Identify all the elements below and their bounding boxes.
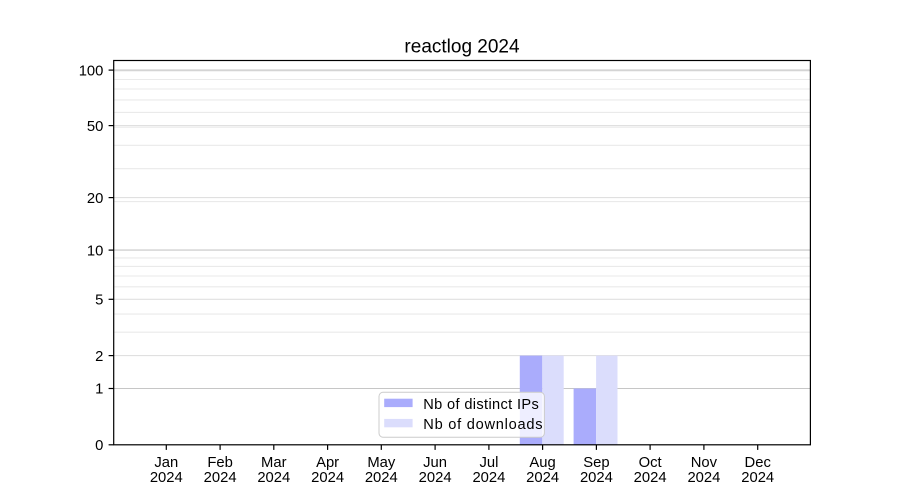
svg-text:2: 2 xyxy=(95,349,103,365)
svg-text:0: 0 xyxy=(95,438,103,454)
svg-text:10: 10 xyxy=(87,243,103,259)
svg-text:50: 50 xyxy=(87,119,103,135)
svg-text:1: 1 xyxy=(95,382,103,398)
svg-text:Nb of downloads: Nb of downloads xyxy=(423,417,543,433)
svg-text:5: 5 xyxy=(95,293,103,309)
svg-text:20: 20 xyxy=(87,191,103,207)
svg-text:reactlog 2024: reactlog 2024 xyxy=(404,36,520,57)
svg-text:Nb of distinct IPs: Nb of distinct IPs xyxy=(423,397,539,413)
svg-text:100: 100 xyxy=(79,63,104,79)
